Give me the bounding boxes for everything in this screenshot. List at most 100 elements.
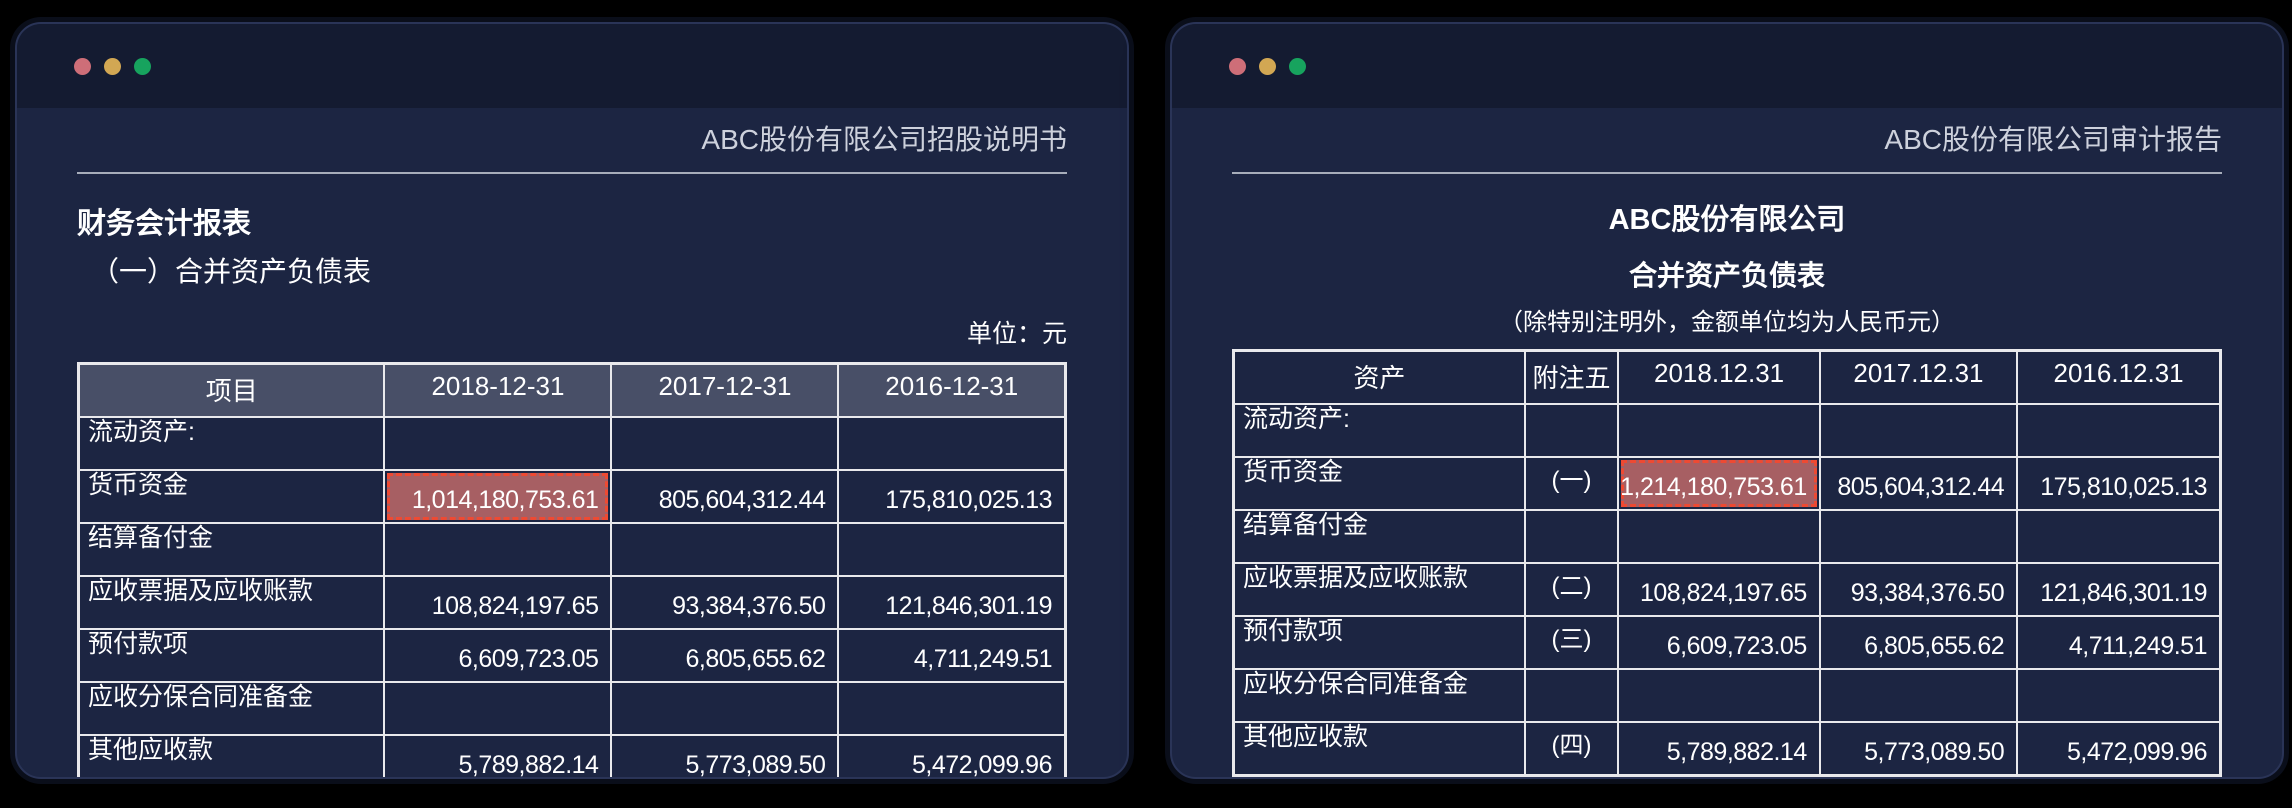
- value-cell: 5,773,089.50: [1818, 721, 2019, 777]
- value-cell: 805,604,312.44: [610, 469, 840, 524]
- value-cell: 6,609,723.05: [383, 628, 613, 683]
- column-header-2016: 2016.12.31: [2016, 349, 2222, 405]
- value-cell: 6,609,723.05: [1617, 615, 1821, 670]
- value-cell: 6,805,655.62: [610, 628, 840, 683]
- table-row: 结算备付金: [1232, 509, 2222, 564]
- subsection-title: （一）合并资产负债表: [91, 256, 372, 287]
- statement-title: 合并资产负债表: [1628, 260, 1825, 291]
- column-header-assets: 资产: [1232, 349, 1526, 405]
- highlighted-value: 1,214,180,753.61: [1620, 473, 1807, 501]
- value-cell: [2016, 403, 2222, 458]
- table-row: 预付款项 6,609,723.05 6,805,655.62 4,711,249…: [77, 628, 1067, 683]
- column-header-2018: 2018.12.31: [1617, 349, 1821, 405]
- row-label: 货币资金: [1232, 456, 1526, 511]
- value-cell: [610, 681, 840, 736]
- table-row: 流动资产:: [77, 416, 1067, 471]
- row-label: 应收票据及应收账款: [1232, 562, 1526, 617]
- value-cell: [2016, 509, 2222, 564]
- audit-report-window: ABC股份有限公司审计报告 ABC股份有限公司 合并资产负债表 （除特别注明外，…: [1170, 22, 2284, 779]
- table-row: 其他应收款 (四) 5,789,882.14 5,773,089.50 5,47…: [1232, 721, 2222, 777]
- value-cell: 5,773,089.50: [610, 734, 840, 777]
- document-header: ABC股份有限公司招股说明书: [701, 124, 1067, 155]
- note-cell: (三): [1523, 615, 1620, 670]
- row-label: 应收分保合同准备金: [77, 681, 386, 736]
- value-cell: 5,472,099.96: [2016, 721, 2222, 777]
- minimize-button[interactable]: [104, 57, 121, 75]
- value-cell: [1617, 509, 1821, 564]
- value-cell: 6,805,655.62: [1818, 615, 2019, 670]
- maximize-button[interactable]: [1289, 57, 1306, 75]
- table-row: 预付款项 (三) 6,609,723.05 6,805,655.62 4,711…: [1232, 615, 2222, 670]
- row-label: 预付款项: [77, 628, 386, 683]
- note-cell: [1523, 509, 1620, 564]
- note-cell: (二): [1523, 562, 1620, 617]
- value-cell: [837, 522, 1067, 577]
- value-cell: 5,472,099.96: [837, 734, 1067, 777]
- balance-sheet-table: 资产 附注五 2018.12.31 2017.12.31 2016.12.31 …: [1232, 349, 2222, 777]
- table-row: 流动资产:: [1232, 403, 2222, 458]
- header-divider: [77, 172, 1067, 174]
- highlighted-value-cell: 1,014,180,753.61: [383, 469, 613, 524]
- highlighted-value-cell: 1,214,180,753.61: [1617, 456, 1821, 511]
- value-cell: 108,824,197.65: [1617, 562, 1821, 617]
- minimize-button[interactable]: [1259, 57, 1276, 75]
- highlight-annotation: [387, 473, 609, 520]
- header-divider: [1232, 172, 2222, 174]
- note-cell: [1523, 403, 1620, 458]
- section-title: 财务会计报表: [77, 208, 252, 240]
- company-title: ABC股份有限公司: [1608, 204, 1846, 236]
- value-cell: [1818, 509, 2019, 564]
- value-cell: 805,604,312.44: [1818, 456, 2019, 511]
- value-cell: [837, 416, 1067, 471]
- value-cell: 121,846,301.19: [837, 575, 1067, 630]
- value-cell: [383, 416, 613, 471]
- value-cell: 5,789,882.14: [383, 734, 613, 777]
- value-cell: 108,824,197.65: [383, 575, 613, 630]
- highlighted-value: 1,014,180,753.61: [411, 486, 599, 514]
- value-cell: 93,384,376.50: [610, 575, 840, 630]
- column-header-2017: 2017.12.31: [1818, 349, 2019, 405]
- row-label: 应收分保合同准备金: [1232, 668, 1526, 723]
- maximize-button[interactable]: [134, 57, 151, 75]
- table-row: 应收分保合同准备金: [1232, 668, 2222, 723]
- column-header-item: 项目: [77, 362, 386, 418]
- table-header-row: 项目 2018-12-31 2017-12-31 2016-12-31: [77, 362, 1067, 418]
- unit-note: （除特别注明外，金额单位均为人民币元）: [1499, 309, 1955, 336]
- row-label: 结算备付金: [1232, 509, 1526, 564]
- value-cell: 175,810,025.13: [2016, 456, 2222, 511]
- prospectus-window: ABC股份有限公司招股说明书 财务会计报表 （一）合并资产负债表 单位：元 项目…: [15, 22, 1129, 779]
- value-cell: [1617, 403, 1821, 458]
- row-label: 其他应收款: [1232, 721, 1526, 777]
- value-cell: [1818, 403, 2019, 458]
- value-cell: [383, 681, 613, 736]
- value-cell: [2016, 668, 2222, 723]
- document-body: ABC股份有限公司招股说明书 财务会计报表 （一）合并资产负债表 单位：元 项目…: [17, 122, 1127, 777]
- close-button[interactable]: [1229, 57, 1246, 75]
- document-header: ABC股份有限公司审计报告: [1884, 124, 2222, 155]
- row-label: 流动资产:: [77, 416, 386, 471]
- table-row: 应收票据及应收账款 108,824,197.65 93,384,376.50 1…: [77, 575, 1067, 630]
- column-header-notes: 附注五: [1523, 349, 1620, 405]
- value-cell: 121,846,301.19: [2016, 562, 2222, 617]
- unit-note: 单位：元: [966, 320, 1067, 348]
- titlebar: [17, 24, 1127, 108]
- table-row: 货币资金 1,014,180,753.61 805,604,312.44 175…: [77, 469, 1067, 524]
- row-label: 其他应收款: [77, 734, 386, 777]
- balance-sheet-table: 项目 2018-12-31 2017-12-31 2016-12-31 流动资产…: [77, 362, 1067, 777]
- note-cell: (一): [1523, 456, 1620, 511]
- value-cell: 5,789,882.14: [1617, 721, 1821, 777]
- column-header-2018: 2018-12-31: [383, 362, 613, 418]
- row-label: 流动资产:: [1232, 403, 1526, 458]
- value-cell: [383, 522, 613, 577]
- column-header-2017: 2017-12-31: [610, 362, 840, 418]
- table-row: 其他应收款 5,789,882.14 5,773,089.50 5,472,09…: [77, 734, 1067, 777]
- document-body: ABC股份有限公司审计报告 ABC股份有限公司 合并资产负债表 （除特别注明外，…: [1172, 122, 2282, 777]
- table-row: 应收票据及应收账款 (二) 108,824,197.65 93,384,376.…: [1232, 562, 2222, 617]
- table-header-row: 资产 附注五 2018.12.31 2017.12.31 2016.12.31: [1232, 349, 2222, 405]
- value-cell: [1818, 668, 2019, 723]
- table-row: 结算备付金: [77, 522, 1067, 577]
- close-button[interactable]: [74, 57, 91, 75]
- value-cell: 4,711,249.51: [2016, 615, 2222, 670]
- value-cell: [837, 681, 1067, 736]
- note-cell: (四): [1523, 721, 1620, 777]
